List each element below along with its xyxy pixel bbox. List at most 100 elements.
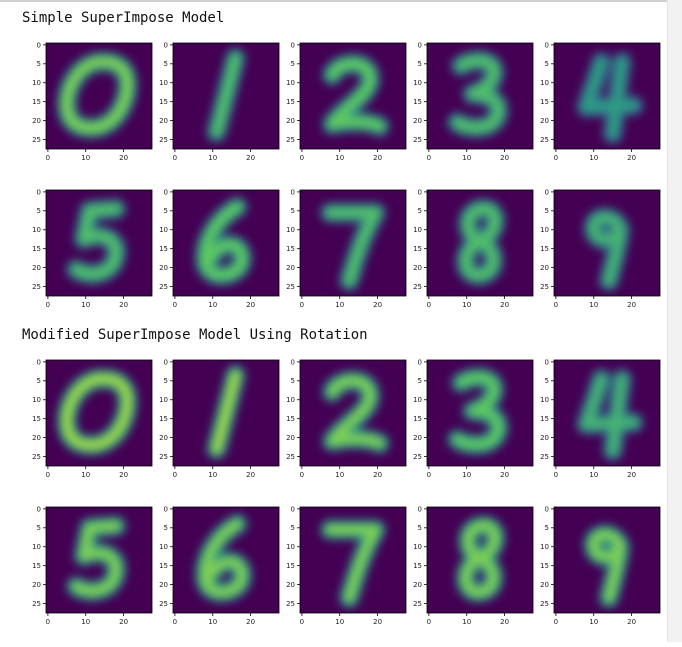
image-area [300,43,406,149]
y-tick-label: 10 [540,226,549,234]
image-area [46,507,152,613]
digit-stroke [211,369,241,455]
digit-panel-2: 0 5 10 15 20 25 0 10 20 [286,358,430,500]
digit-heat [195,514,252,603]
image-area [46,360,152,466]
digit-heat [576,369,644,461]
x-tick-label: 20 [500,154,509,162]
digit-heat [206,48,246,142]
y-tick-label: 25 [32,600,41,608]
digit-panel-9: 0 5 10 15 20 25 0 10 20 [540,188,682,330]
y-tick-label: 0 [545,505,549,513]
x-tick-label: 10 [208,618,217,626]
digit-heat [206,365,246,459]
x-tick-label: 10 [335,618,344,626]
y-tick-label: 25 [540,283,549,291]
x-tick-label: 20 [119,154,128,162]
y-tick-label: 10 [286,543,295,551]
digit-heat [320,202,386,291]
x-tick-label: 0 [46,154,50,162]
digit-panel-1: 0 5 10 15 20 25 0 10 20 [159,41,303,183]
y-tick-label: 20 [286,581,295,589]
x-tick-label: 20 [627,301,636,309]
y-tick-label: 20 [286,264,295,272]
x-tick-label: 0 [46,618,50,626]
digit-stroke [326,58,385,132]
image-area [300,190,406,296]
x-tick-label: 10 [335,301,344,309]
y-tick-label: 20 [159,117,168,125]
y-tick-label: 10 [286,396,295,404]
x-tick-label: 20 [246,154,255,162]
y-tick-label: 25 [159,453,168,461]
y-tick-label: 20 [159,264,168,272]
axes: 0 5 10 15 20 25 0 10 20 [413,358,534,479]
x-tick-label: 10 [81,301,90,309]
y-tick-label: 10 [540,79,549,87]
axes-frame [172,189,280,297]
digit-panel-0: 0 5 10 15 20 25 0 10 20 [32,358,176,500]
y-tick-label: 20 [540,264,549,272]
axes-frame [553,42,661,150]
axes-frame [299,506,407,614]
y-tick-label: 20 [540,117,549,125]
y-tick-label: 5 [164,60,168,68]
y-tick-label: 25 [413,453,422,461]
axes: 0 5 10 15 20 25 0 10 20 [540,358,661,479]
digit-panel-7: 0 5 10 15 20 25 0 10 20 [286,188,430,330]
x-tick-label: 0 [300,471,304,479]
y-tick-label: 0 [37,358,41,366]
x-tick-label: 0 [173,154,177,162]
y-tick-label: 10 [32,226,41,234]
scrollbar[interactable] [667,0,682,642]
y-tick-label: 5 [291,524,295,532]
digit-panel-3: 0 5 10 15 20 25 0 10 20 [413,358,557,500]
y-tick-label: 25 [286,283,295,291]
digit-stroke [70,203,122,280]
digit-plot: 0 5 10 15 20 25 0 10 20 [32,41,153,162]
image-area [300,360,406,466]
digit-stroke [580,373,639,457]
digit-heat [583,207,631,291]
axes-frame [172,359,280,467]
axes-frame [299,189,407,297]
y-tick-label: 5 [164,524,168,532]
y-tick-label: 5 [545,524,549,532]
digit-plot: 0 5 10 15 20 25 0 10 20 [540,505,661,626]
y-tick-label: 15 [286,415,295,423]
axes: 0 5 10 15 20 25 0 10 20 [286,188,407,309]
y-tick-label: 20 [413,581,422,589]
axes: 0 5 10 15 20 25 0 10 20 [413,505,534,626]
x-tick-label: 10 [462,301,471,309]
y-tick-label: 15 [540,245,549,253]
y-tick-label: 0 [545,358,549,366]
x-tick-label: 20 [373,618,382,626]
y-tick-label: 5 [418,60,422,68]
x-tick-label: 0 [427,154,431,162]
digit-plot: 0 5 10 15 20 25 0 10 20 [540,358,661,479]
y-tick-label: 15 [413,415,422,423]
y-tick-label: 15 [286,245,295,253]
digit-stroke [70,520,122,597]
digit-heat [320,519,386,608]
y-tick-label: 10 [159,226,168,234]
x-tick-label: 20 [627,471,636,479]
digit-plot: 0 5 10 15 20 25 0 10 20 [286,358,407,479]
y-tick-label: 25 [159,136,168,144]
y-tick-label: 10 [32,79,41,87]
digit-heat [56,52,138,139]
y-tick-label: 20 [32,581,41,589]
y-tick-label: 5 [37,207,41,215]
x-tick-label: 10 [462,154,471,162]
y-tick-label: 15 [159,245,168,253]
y-tick-label: 5 [418,524,422,532]
x-tick-label: 20 [500,471,509,479]
image-area [427,43,533,149]
x-tick-label: 0 [300,154,304,162]
y-tick-label: 10 [540,543,549,551]
y-tick-label: 25 [286,600,295,608]
y-tick-label: 25 [32,453,41,461]
digit-panel-5: 0 5 10 15 20 25 0 10 20 [32,188,176,330]
axes: 0 5 10 15 20 25 0 10 20 [32,358,153,479]
axes-frame [45,42,153,150]
